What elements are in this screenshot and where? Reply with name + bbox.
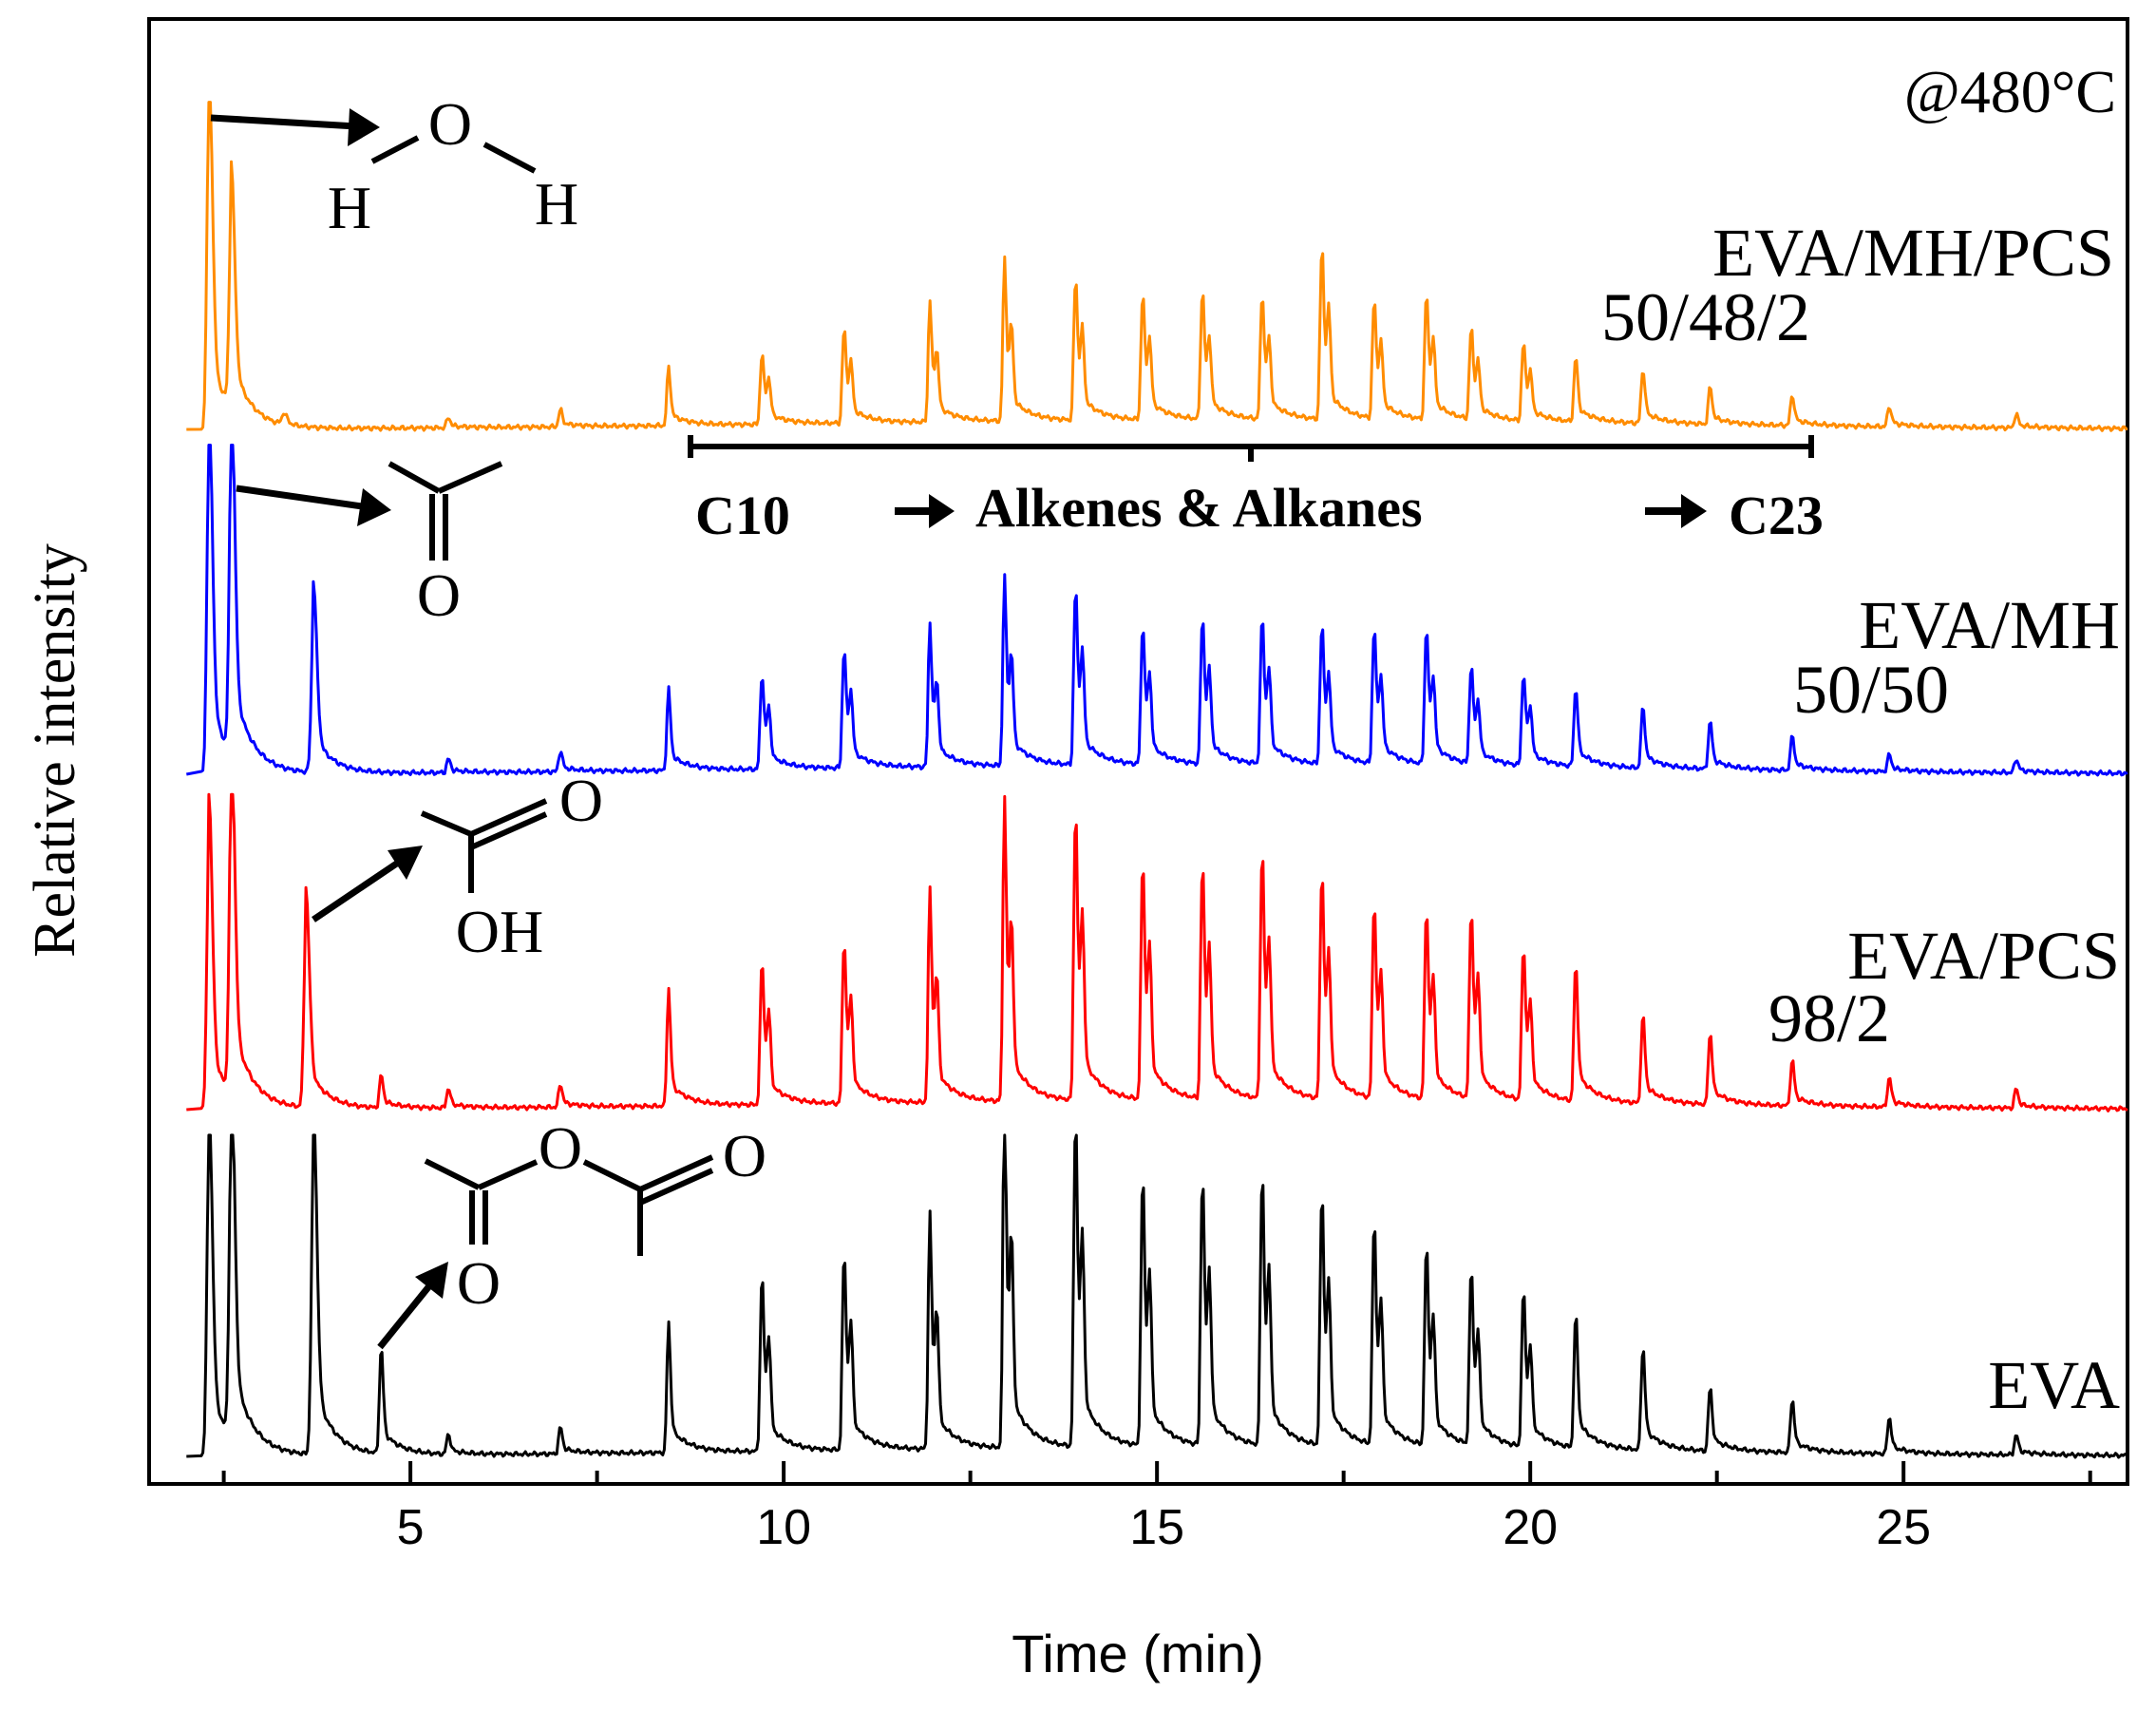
x-axis-ticks: 5 10 15 20 25 [221, 1461, 2092, 1555]
anhydride-left-o-label: O [457, 1249, 501, 1317]
series-traces [186, 101, 2129, 1459]
bracket-label-middle: Alkenes & Alkanes [975, 477, 1423, 539]
series-line-eva [186, 1133, 2129, 1459]
bracket-label-end: C23 [1729, 485, 1824, 546]
label-eva-line1: EVA [1988, 1347, 2120, 1423]
acetone-o-label: O [417, 561, 461, 629]
acid-o-label: O [559, 767, 603, 834]
plot-frame [147, 17, 2129, 1486]
water-h2-label: H [535, 170, 578, 238]
x-tick-label: 10 [756, 1500, 811, 1555]
bracket-label-start: C10 [695, 485, 790, 546]
acetic-acid-molecule: O OH [312, 767, 603, 965]
water-o-label: O [428, 90, 472, 158]
label-eva-pcs-line2: 98/2 [1768, 980, 1890, 1056]
x-tick-label: 20 [1503, 1500, 1558, 1555]
x-tick-label: 15 [1129, 1500, 1184, 1555]
anhydride-bridge-o-label: O [539, 1114, 582, 1182]
bracket-arrow-right [1645, 494, 1707, 528]
temperature-annotation: @480°C [1904, 58, 2116, 125]
label-eva-mh-line2: 50/50 [1793, 652, 1949, 728]
acetone-molecule: O [236, 461, 503, 629]
label-eva-pcs-line1: EVA/PCS [1847, 918, 2120, 994]
water-h1-label: H [328, 174, 371, 241]
water-molecule: O H H [210, 90, 578, 241]
acid-oh-label: OH [456, 898, 543, 965]
anhydride-right-o-label: O [723, 1122, 766, 1189]
carbon-range-bracket [688, 435, 1814, 462]
acetic-anhydride-molecule: O O O [377, 1114, 766, 1350]
x-tick-label: 25 [1876, 1500, 1931, 1555]
series-line-eva-mh-pcs [186, 101, 2128, 432]
bracket-arrow-left [895, 494, 955, 528]
x-axis-title: Time (min) [1012, 1624, 1263, 1683]
label-eva-mh-line1: EVA/MH [1859, 587, 2120, 663]
series-line-eva-mh [186, 444, 2128, 777]
series-line-eva-pcs [186, 792, 2128, 1112]
label-eva-mh-pcs-line1: EVA/MH/PCS [1712, 215, 2114, 291]
label-eva-mh-pcs-line2: 50/48/2 [1601, 279, 1810, 355]
y-axis-title: Relative intensity [23, 543, 87, 958]
x-tick-label: 5 [397, 1500, 425, 1555]
